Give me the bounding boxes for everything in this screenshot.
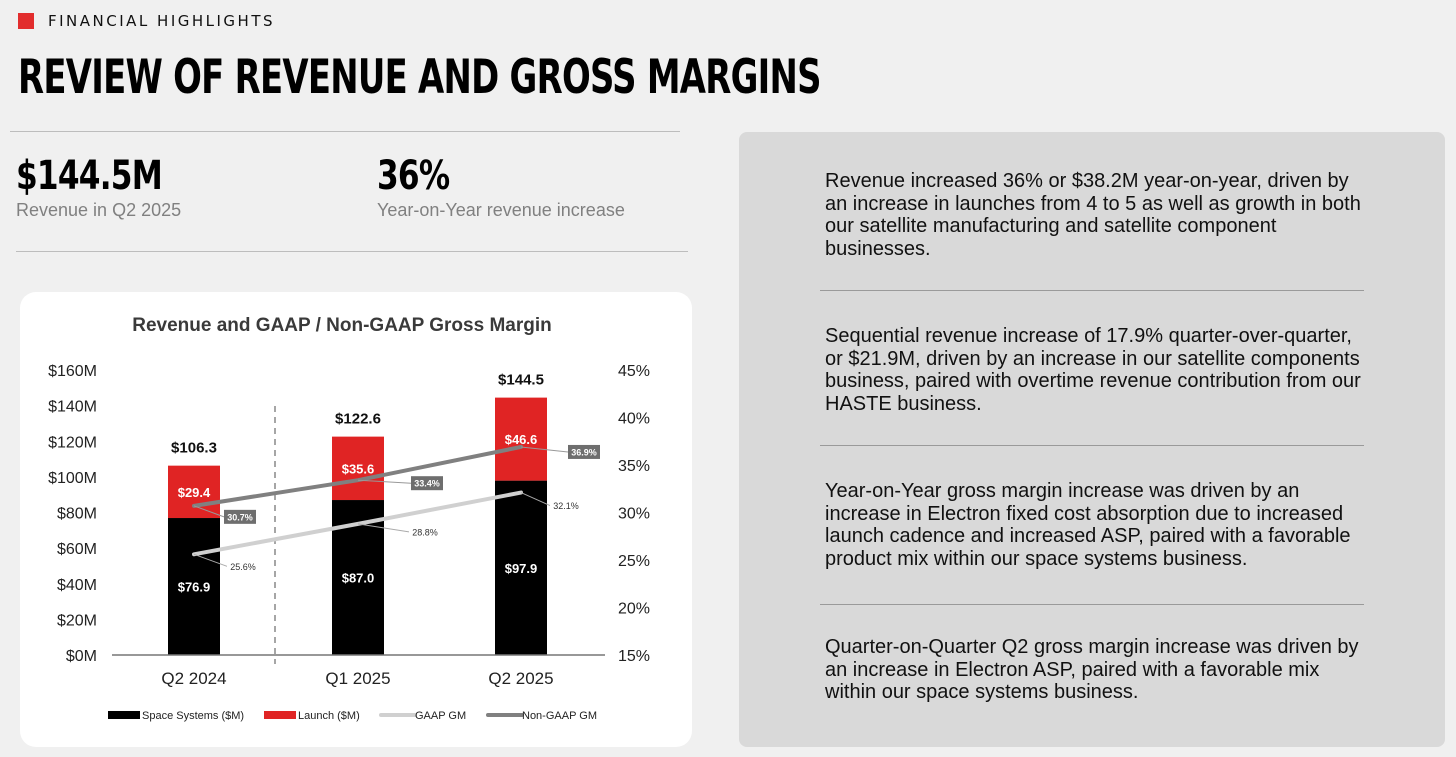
y-left-tick-label: $120M [48, 434, 97, 451]
y-left-tick-label: $160M [48, 363, 97, 380]
kpi-revenue: $144.5M Revenue in Q2 2025 [16, 154, 203, 221]
x-category-label: Q1 2025 [325, 669, 390, 688]
legend-label: Space Systems ($M) [142, 710, 244, 722]
y-right-tick-label: 45% [618, 363, 650, 380]
callout-box [409, 524, 441, 539]
commentary-divider [820, 604, 1364, 605]
y-right-tick-label: 15% [618, 648, 650, 665]
bar-label-space-systems: $87.0 [342, 571, 375, 586]
section-marker-square [18, 13, 34, 29]
non-gaap-gm-label: 33.4% [414, 479, 440, 489]
bar-label-space-systems: $76.9 [178, 580, 211, 595]
section-label: FINANCIAL HIGHLIGHTS [18, 12, 275, 30]
y-left-tick-label: $40M [57, 577, 97, 594]
legend-label: Launch ($M) [298, 710, 360, 722]
legend-label: GAAP GM [415, 710, 466, 722]
gaap-gm-label: 32.1% [553, 501, 579, 511]
y-right-tick-label: 20% [618, 601, 650, 618]
bar-total-label: $106.3 [171, 440, 217, 457]
y-left-tick-label: $0M [66, 648, 97, 665]
y-right-tick-label: 35% [618, 458, 650, 475]
bar-label-launch: $35.6 [342, 461, 375, 476]
callout-leader [193, 505, 225, 518]
callout-box [224, 509, 256, 524]
callout-leader [193, 553, 228, 567]
title-rule [10, 131, 680, 132]
page-title: REVIEW OF REVENUE AND GROSS MARGINS [18, 50, 822, 105]
legend-swatch [264, 711, 296, 719]
commentary-panel: Revenue increased 36% or $38.2M year-on-… [739, 132, 1445, 747]
kpi-growth-label: Year-on-Year revenue increase [377, 200, 625, 220]
kpi-revenue-label: Revenue in Q2 2025 [16, 200, 182, 220]
commentary-paragraph: Year-on-Year gross margin increase was d… [825, 480, 1351, 570]
bar-space-systems [495, 480, 547, 655]
callout-box [227, 559, 259, 574]
non-gaap-gm-label: 36.9% [571, 447, 597, 457]
y-left-tick-label: $60M [57, 541, 97, 558]
bar-label-launch: $29.4 [178, 485, 211, 500]
commentary-paragraph: Quarter-on-Quarter Q2 gross margin incre… [825, 636, 1359, 703]
bar-total-label: $144.5 [498, 372, 544, 389]
y-right-tick-label: 25% [618, 553, 650, 570]
y-left-tick-label: $100M [48, 470, 97, 487]
commentary-paragraph: Sequential revenue increase of 17.9% qua… [825, 325, 1361, 415]
y-left-tick-label: $140M [48, 399, 97, 416]
bar-label-launch: $46.6 [505, 432, 538, 447]
y-left-tick-label: $20M [57, 612, 97, 629]
bar-label-space-systems: $97.9 [505, 561, 538, 576]
callout-leader [520, 446, 569, 453]
callout-leader [520, 492, 551, 507]
callout-box [411, 476, 443, 491]
revenue-gross-margin-chart: Revenue and GAAP / Non-GAAP Gross Margin… [48, 315, 650, 722]
bar-total-label: $122.6 [335, 411, 381, 428]
callout-leader [357, 479, 412, 484]
commentary-divider [820, 290, 1364, 291]
chart-card: Revenue and GAAP / Non-GAAP Gross Margin… [20, 292, 692, 747]
callout-box [568, 444, 600, 459]
kpi-revenue-value: $144.5M [16, 153, 163, 199]
callout-box [550, 498, 582, 513]
callout-leader [357, 523, 410, 533]
gaap-gm-label: 28.8% [412, 527, 438, 537]
kpi-growth-value: 36% [377, 153, 450, 199]
bar-launch [495, 397, 547, 481]
bar-launch [168, 465, 220, 519]
y-right-tick-label: 30% [618, 506, 650, 523]
chart-title: Revenue and GAAP / Non-GAAP Gross Margin [132, 315, 551, 336]
gaap-gm-label: 25.6% [230, 562, 256, 572]
section-label-text: FINANCIAL HIGHLIGHTS [48, 12, 276, 30]
bar-space-systems [168, 518, 220, 655]
non-gaap-gm-label: 30.7% [227, 512, 253, 522]
kpi-growth: 36% Year-on-Year revenue increase [377, 154, 625, 221]
x-category-label: Q2 2025 [488, 669, 553, 688]
y-left-tick-label: $80M [57, 506, 97, 523]
kpi-rule [16, 251, 688, 252]
commentary-paragraph: Revenue increased 36% or $38.2M year-on-… [825, 170, 1361, 260]
legend-swatch [108, 711, 140, 719]
bar-launch [332, 436, 384, 501]
y-right-tick-label: 40% [618, 411, 650, 428]
commentary-divider [820, 445, 1364, 446]
legend-label: Non-GAAP GM [522, 710, 597, 722]
x-category-label: Q2 2024 [161, 669, 226, 688]
